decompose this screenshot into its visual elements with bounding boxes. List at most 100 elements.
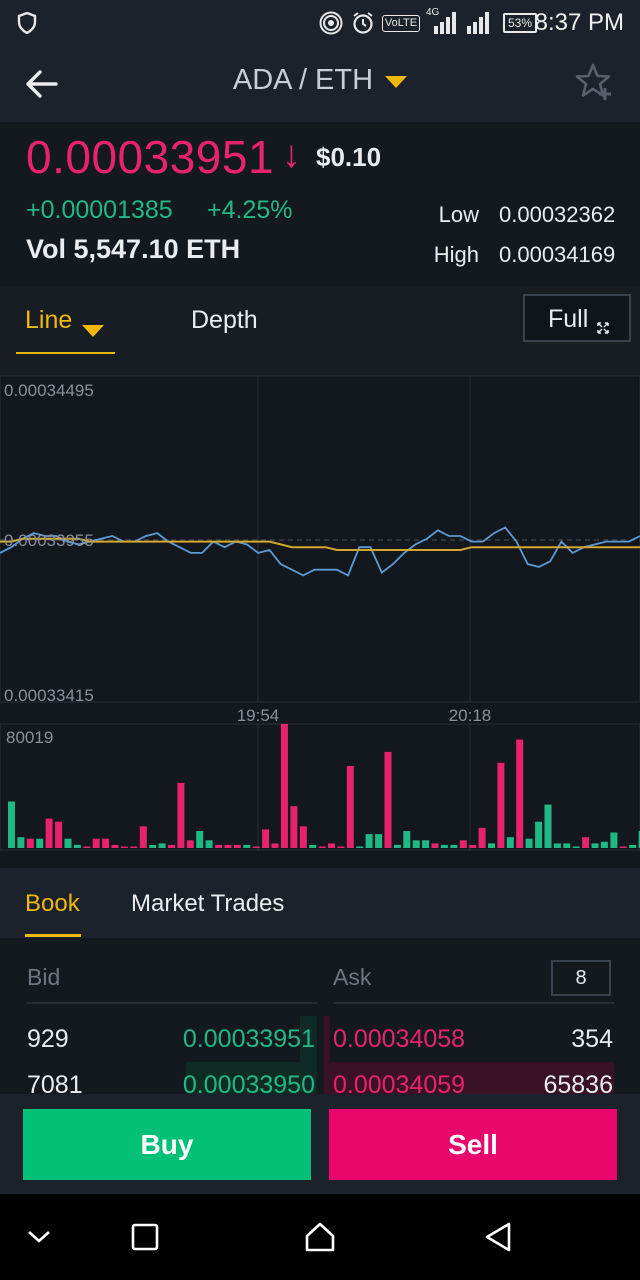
volume-bar	[478, 827, 486, 848]
depth-selector[interactable]: 8	[551, 960, 611, 996]
volume-bar	[290, 806, 298, 848]
volume-bar	[73, 844, 81, 848]
tab-indicator	[25, 934, 81, 937]
volume-bar	[582, 837, 590, 848]
signal-icon	[464, 11, 492, 35]
system-nav-bar	[0, 1194, 640, 1280]
expand-icon	[597, 312, 609, 341]
volume-bar	[553, 843, 561, 848]
volume-bar	[196, 831, 204, 848]
book-row[interactable]: 7081 0.00033950 0.00034059 65836	[0, 1062, 640, 1098]
volume-bar	[328, 843, 335, 848]
volume-bar	[45, 818, 53, 848]
shield-icon	[16, 11, 38, 35]
x-tick-label: 20:18	[449, 706, 492, 725]
order-book: Bid Ask 8 929 0.00033951 0.00034058 354 …	[0, 938, 640, 1098]
volume-bar	[572, 846, 580, 848]
volume-bar	[610, 832, 618, 848]
volume-bar	[488, 843, 495, 848]
tab-depth[interactable]: Depth	[191, 306, 258, 334]
volume-bar	[535, 821, 543, 848]
pair-selector[interactable]: ADA / ETH	[0, 64, 640, 98]
app-header: ADA / ETH	[0, 46, 640, 122]
tab-market-trades[interactable]: Market Trades	[131, 890, 285, 917]
volume-bar	[600, 841, 608, 848]
book-row[interactable]: 929 0.00033951 0.00034058 354	[0, 1016, 640, 1062]
volume-bar	[506, 837, 514, 848]
volume-bar	[459, 840, 467, 848]
buy-button[interactable]: Buy	[23, 1109, 311, 1180]
y-tick-label: 0.00033955	[4, 531, 94, 550]
price-chart[interactable]: 0.00034495 0.00033955 0.00033415 19:54 2…	[0, 354, 640, 870]
volume-bar	[309, 844, 317, 848]
volume-bar	[64, 838, 72, 848]
volume-bar	[262, 829, 270, 848]
volte-label: VoLTE	[381, 14, 421, 32]
volume-bar	[243, 844, 251, 848]
pair-title: ADA / ETH	[232, 64, 374, 96]
high-label: High	[433, 242, 479, 267]
volume-bar	[17, 837, 25, 848]
ask-quantity: 65836	[543, 1071, 613, 1098]
battery-icon: 53%	[500, 11, 540, 35]
volume-bar	[55, 821, 63, 848]
recents-icon[interactable]	[120, 1214, 170, 1260]
volume-bar	[591, 843, 599, 848]
volume-bar	[412, 840, 420, 848]
bid-depth-bar	[186, 1062, 317, 1098]
volume-bar	[422, 840, 430, 848]
bid-quantity: 7081	[27, 1071, 83, 1098]
hotspot-icon	[318, 11, 344, 35]
volume-bar	[525, 838, 533, 848]
volume-bar	[619, 846, 627, 848]
volume-max-label: 80019	[6, 728, 53, 747]
book-tabs: Book Market Trades	[0, 868, 640, 938]
low-value: 0.00032362	[499, 202, 616, 227]
home-icon[interactable]	[295, 1214, 345, 1260]
sell-button[interactable]: Sell	[329, 1109, 617, 1180]
star-plus-icon[interactable]	[574, 62, 614, 102]
chevron-down-icon[interactable]	[14, 1214, 64, 1260]
high-value: 0.00034169	[499, 242, 616, 267]
volume-bar	[8, 801, 15, 848]
volume-bar	[252, 846, 260, 848]
volume-bar	[111, 844, 119, 848]
volume-bar	[177, 782, 185, 848]
volte-icon: VoLTE	[381, 11, 421, 35]
volume-bar	[450, 844, 458, 848]
volume-bar	[102, 838, 110, 848]
back-arrow-icon[interactable]	[24, 66, 60, 102]
last-price: 0.00033951	[26, 131, 275, 183]
volume-bar	[375, 834, 383, 848]
volume-bar	[139, 826, 147, 848]
ticker-panel: 0.00033951 ↓ $0.10 +0.00001385 +4.25% Vo…	[0, 122, 640, 286]
volume-bar	[497, 762, 505, 848]
volume-bar	[233, 844, 241, 848]
tab-line[interactable]: Line	[16, 286, 115, 355]
ask-depth-bar	[324, 1016, 330, 1062]
volume-bar	[365, 834, 373, 848]
bid-price: 0.00033951	[182, 1025, 315, 1053]
volume-bar	[638, 831, 640, 848]
volume-bar	[384, 751, 392, 848]
volume-bar	[516, 739, 524, 848]
bid-quantity: 929	[27, 1025, 69, 1053]
moving-average-line	[0, 537, 640, 551]
price-line	[0, 526, 640, 577]
volume-bar	[403, 831, 411, 848]
volume-bar	[215, 844, 223, 848]
volume-bar	[629, 844, 637, 848]
volume-bar	[224, 844, 232, 848]
volume-bar	[440, 844, 448, 848]
usd-price: $0.10	[316, 142, 382, 172]
action-bar: Buy Sell	[0, 1094, 640, 1194]
network-label: 4G	[426, 7, 440, 18]
tab-book[interactable]: Book	[25, 890, 80, 917]
price-change-percent: +4.25%	[207, 196, 293, 224]
volume-pane-frame	[0, 723, 640, 851]
arrow-down-icon: ↓	[282, 134, 301, 176]
back-triangle-icon[interactable]	[473, 1214, 523, 1260]
price-change: +0.00001385	[26, 196, 173, 224]
divider	[333, 1002, 615, 1004]
fullscreen-button[interactable]: Full	[523, 294, 631, 342]
